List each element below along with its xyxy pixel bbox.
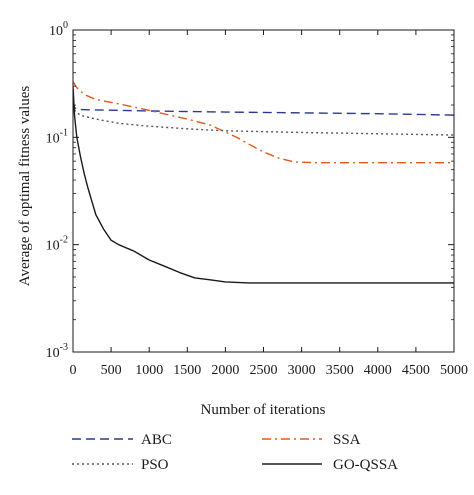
x-tick-label: 2000 (211, 363, 239, 378)
x-tick-label: 0 (70, 363, 77, 378)
x-tick-label: 2500 (250, 363, 278, 378)
y-axis-title: Average of optimal fitness values (17, 86, 33, 287)
series-group (73, 81, 454, 284)
x-tick-label: 1000 (135, 363, 163, 378)
axes: 0 500 1000 1500 2000 2500 3000 3500 4000 4500 5000… (46, 20, 468, 378)
x-axis-title: Number of iterations (201, 402, 326, 418)
y-tick-label: 10-3 (46, 342, 68, 361)
legend-label-goqssa: GO-QSSA (333, 457, 398, 473)
plot-frame (72, 29, 455, 353)
x-tick-label: 5000 (440, 363, 468, 378)
x-tick-label: 3000 (288, 363, 316, 378)
x-tick-label: 4000 (364, 363, 392, 378)
x-tick-label: 1500 (173, 363, 201, 378)
series-line-pso (73, 104, 454, 136)
x-tick-label: 3500 (326, 363, 354, 378)
legend: ABC PSO SSA GO-QSSA (72, 432, 398, 473)
plot-area (73, 81, 454, 284)
y-tick-label: 10-1 (46, 127, 68, 146)
legend-label-ssa: SSA (333, 432, 361, 448)
y-tick-label: 10-2 (46, 235, 68, 254)
legend-label-abc: ABC (141, 432, 172, 448)
legend-label-pso: PSO (141, 457, 169, 473)
y-tick-label: 100 (49, 20, 68, 39)
series-line-ssa (73, 81, 454, 164)
x-tick-label: 4500 (402, 363, 430, 378)
x-tick-label: 500 (101, 363, 122, 378)
series-line-go-qssa (73, 86, 454, 284)
series-line-abc (73, 100, 454, 116)
